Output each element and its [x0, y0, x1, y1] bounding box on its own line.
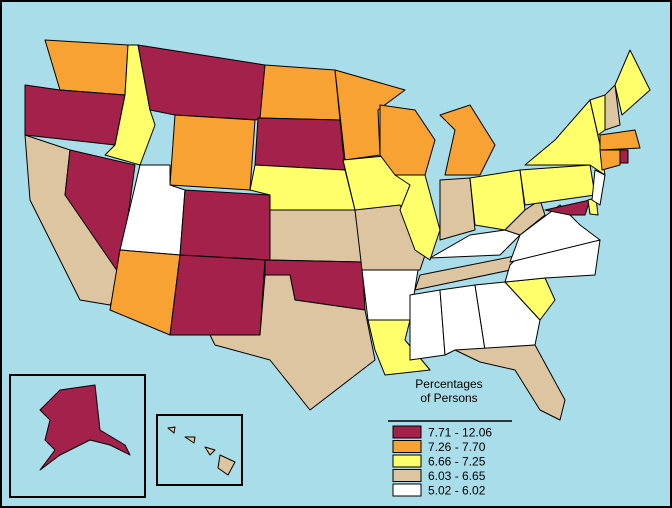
state	[167, 426, 176, 434]
state	[439, 177, 476, 241]
state	[269, 209, 363, 263]
state	[209, 274, 376, 411]
states	[24, 39, 651, 421]
state	[169, 114, 256, 191]
legend-swatch	[392, 440, 422, 453]
state	[259, 64, 341, 121]
state	[24, 84, 126, 146]
legend-swatch	[392, 425, 422, 439]
state	[604, 84, 621, 131]
state	[614, 49, 651, 116]
state	[454, 344, 566, 421]
state	[179, 189, 271, 261]
state	[334, 69, 406, 161]
state	[439, 104, 496, 176]
state	[591, 169, 606, 206]
legend-label: 5.02 - 6.02	[428, 484, 486, 498]
state	[544, 199, 591, 216]
state	[184, 436, 196, 444]
legend-label: 6.66 - 7.25	[428, 455, 486, 469]
state	[204, 446, 216, 456]
state	[599, 129, 641, 151]
state	[217, 454, 236, 476]
state	[254, 117, 346, 171]
legend-label: 7.26 - 7.70	[428, 440, 486, 454]
legend-swatch	[392, 483, 422, 497]
state	[474, 281, 541, 351]
legend-label: 7.71 - 12.06	[428, 426, 492, 440]
state	[599, 149, 621, 171]
state	[169, 254, 266, 336]
legend-swatch	[392, 454, 422, 468]
state	[409, 289, 446, 361]
state	[619, 149, 629, 164]
state	[394, 174, 441, 261]
legend-title: Percentages of Persons	[415, 377, 482, 405]
legend: Percentages of Persons 7.71 - 12.067.26 -…	[388, 377, 512, 498]
hawaii-inset	[156, 414, 243, 486]
legend-swatch	[392, 469, 422, 482]
legend-label: 6.03 - 6.65	[428, 469, 486, 483]
state	[39, 384, 131, 471]
state	[504, 199, 546, 236]
